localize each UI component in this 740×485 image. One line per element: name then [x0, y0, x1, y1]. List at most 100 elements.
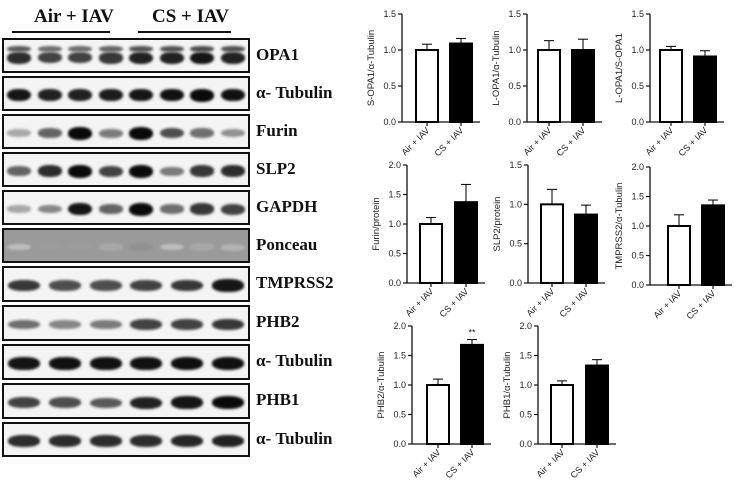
blot-band [7, 88, 32, 102]
blot-band [190, 51, 215, 65]
y-tick-label: 0.5 [509, 239, 522, 249]
bar-chart: 0.0 0.5 1.0 1.5 2.0 PHB2/α-Tubulin Air + IAV CS… [376, 321, 491, 480]
y-axis-label: PHB1/α-Tubulin [502, 352, 513, 419]
blot-band [190, 46, 215, 53]
y-tick-label: 1.5 [519, 351, 532, 361]
blot-band [49, 320, 81, 329]
y-tick-label: 0.5 [388, 249, 401, 259]
blot-label: α- Tubulin [256, 428, 333, 448]
blot-band [98, 46, 123, 53]
blot-band [98, 243, 123, 251]
blot-band [220, 128, 245, 138]
x-tick-label: Air + IAV [400, 125, 432, 157]
y-tick-label: 0.0 [519, 439, 532, 449]
blot-band [98, 88, 123, 102]
blot-band [220, 203, 245, 215]
bar-chart: 0.0 0.5 1.0 1.5 L-OPA1/S-OPA1 Air + IAV CS + I… [614, 9, 724, 158]
blot-band [130, 357, 163, 370]
blot-band [98, 204, 123, 214]
y-tick-label: 0.0 [631, 280, 644, 290]
blot-band [171, 357, 203, 370]
blot-band [37, 165, 62, 177]
bar-chart: 0.0 0.5 1.0 1.5 2.0 Furin/protein Air + IAV CS … [371, 160, 485, 319]
bar-chart: 0.0 0.5 1.0 1.5 2.0 PHB1/α-Tubulin Air + IAV CS… [502, 321, 616, 480]
x-tick-label: Air + IAV [652, 288, 684, 320]
blot-image [2, 266, 250, 302]
blot-image [2, 38, 250, 73]
x-tick-label: CS + IAV [568, 447, 601, 480]
x-tick-label: CS + IAV [554, 125, 587, 158]
blot-band [159, 243, 184, 251]
significance-marker: ** [468, 328, 476, 338]
blot-band [211, 434, 244, 448]
blot-image [2, 76, 250, 111]
blot-band [190, 88, 215, 102]
y-tick-label: 1.0 [509, 199, 522, 209]
blot-label: PHB1 [256, 390, 300, 409]
bar-cs-iav [693, 55, 717, 123]
blot-band [49, 357, 81, 370]
x-tick-label: CS + IAV [443, 447, 476, 480]
y-tick-label: 1.5 [509, 160, 522, 170]
blot-band [8, 357, 41, 370]
x-tick-label: Air + IAV [535, 447, 567, 479]
bar-cs-iav [574, 213, 598, 284]
blot-label: α- Tubulin [256, 351, 333, 370]
x-tick-label: CS + IAV [676, 125, 709, 158]
y-tick-label: 0.0 [631, 117, 644, 127]
blot-band [190, 243, 215, 251]
blot-band [171, 396, 203, 409]
blot-band [49, 280, 81, 291]
blot-band [220, 165, 245, 177]
blot-label: Ponceau [256, 234, 318, 254]
y-tick-label: 1.0 [393, 380, 406, 390]
bar-cs-iav [460, 343, 484, 446]
blot-band [8, 435, 41, 447]
y-tick-label: 1.5 [631, 192, 644, 202]
blot-band [37, 204, 62, 214]
y-axis-label: TMPRSS2/α-Tubulin [614, 183, 625, 270]
blot-band [37, 52, 62, 64]
y-axis-label: SLP2/protein [492, 197, 503, 252]
x-tick-label: Air + IAV [644, 125, 676, 157]
y-tick-label: 0.0 [383, 117, 396, 127]
blot-band [89, 320, 122, 330]
y-tick-label: 2.0 [388, 160, 401, 170]
blot-band [159, 166, 184, 176]
x-tick-label: CS + IAV [432, 125, 465, 158]
y-tick-label: 1.0 [519, 380, 532, 390]
blot-image [2, 383, 250, 419]
y-tick-label: 1.5 [508, 9, 521, 19]
bar-cs-iav [585, 364, 609, 445]
blot-band [129, 88, 154, 102]
x-tick-label: CS + IAV [684, 288, 717, 321]
y-tick-label: 1.5 [388, 190, 401, 200]
x-tick-label: CS + IAV [437, 286, 470, 319]
bar-air-iav [659, 49, 683, 123]
blot-band [89, 435, 122, 447]
blot-image [2, 228, 250, 263]
blot-band [7, 46, 32, 53]
group-underline [138, 31, 231, 33]
y-tick-label: 0.5 [383, 81, 396, 91]
blot-label: Furin [256, 120, 298, 140]
blot-band [89, 357, 122, 370]
blot-band [98, 128, 123, 138]
blot-band [7, 166, 32, 176]
bar-air-iav [415, 49, 439, 123]
y-tick-label: 1.5 [631, 9, 644, 19]
y-tick-label: 1.0 [631, 221, 644, 231]
blot-band [130, 396, 163, 409]
blot-band [211, 357, 244, 370]
blot-band [68, 46, 93, 53]
bar-air-iav [426, 384, 450, 445]
y-tick-label: 0.0 [393, 439, 406, 449]
y-tick-label: 1.0 [631, 45, 644, 55]
blot-band [130, 435, 163, 447]
y-axis-label: L-OPA1/S-OPA1 [614, 33, 625, 103]
bar-air-iav [419, 223, 443, 284]
bar-air-iav [540, 203, 564, 284]
blot-band [220, 88, 245, 102]
blot-band [7, 52, 32, 64]
blot-band [68, 202, 93, 216]
